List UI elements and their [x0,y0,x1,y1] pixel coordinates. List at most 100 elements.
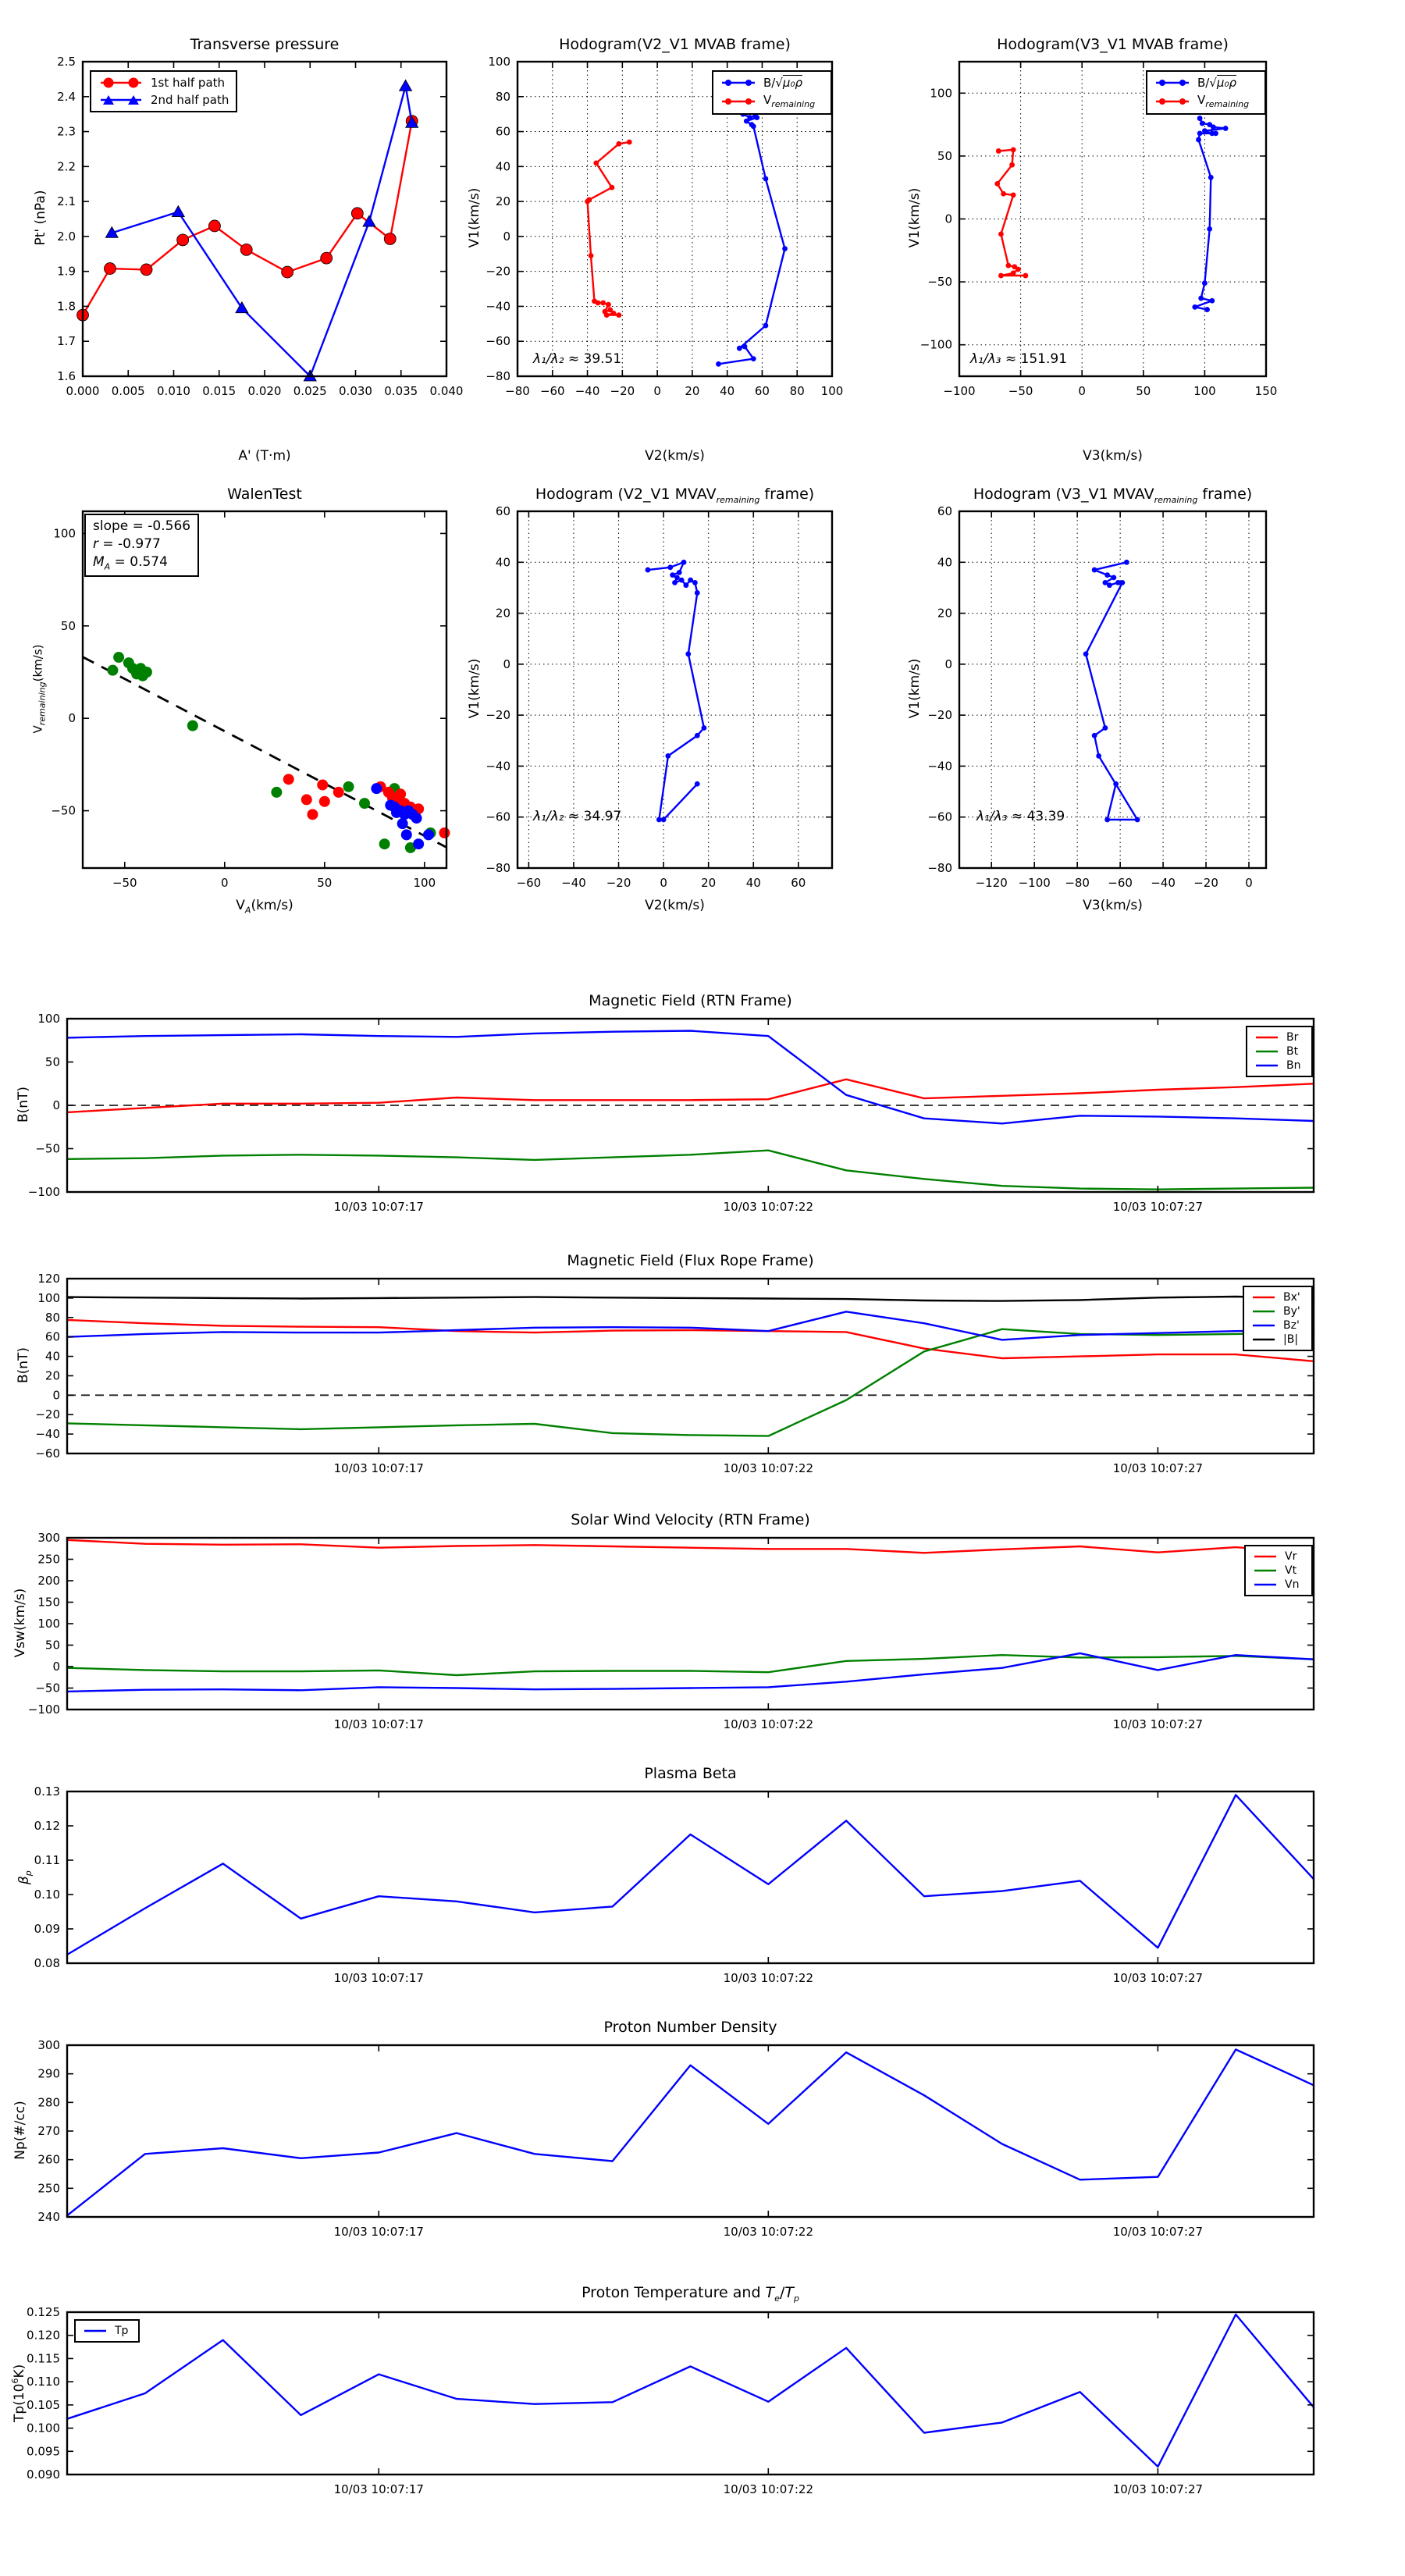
svg-text:−80: −80 [505,384,530,398]
series-vr [66,1539,1315,1554]
legend-tp: Tp [74,2319,140,2343]
legend-b-rtn: Br Bt Bn [1246,1026,1313,1077]
line-sample-icon [1254,1555,1276,1558]
xlabel-a-prime: A' (T·m) [238,448,291,464]
svg-text:0: 0 [1245,876,1253,890]
line-dot-marker-icon [722,80,755,86]
ylabel-b-rtn: B(nT) [16,1086,31,1123]
svg-text:−60: −60 [517,876,542,890]
svg-text:10/03 10:07:27: 10/03 10:07:27 [1113,1971,1203,1985]
svg-text:10/03 10:07:22: 10/03 10:07:22 [724,1200,813,1214]
svg-text:40: 40 [496,555,510,569]
svg-text:80: 80 [790,384,805,398]
xlabel-va: VA(km/s) [236,898,293,916]
title-walen-test: WalenTest [227,486,302,503]
legend-item-vr: Vr [1253,1550,1304,1563]
legend-item-vt: Vt [1253,1564,1304,1577]
series-v-remaining [994,147,1029,279]
tick-labels: −100 −50 0 50 100 150 −100 −50 0 50 100 [920,86,1278,398]
svg-text:2.1: 2.1 [57,194,76,208]
tick-labels: 10/03 10:07:17 10/03 10:07:22 10/03 10:07:… [28,1531,1203,1731]
svg-text:−40: −40 [575,384,600,398]
svg-text:−40: −40 [1151,876,1176,890]
svg-text:−20: −20 [606,876,631,890]
svg-text:2.5: 2.5 [57,55,76,69]
svg-text:10/03 10:07:17: 10/03 10:07:17 [334,1200,424,1214]
svg-text:300: 300 [37,2038,60,2052]
ylabel-np: Np(#/cc) [12,2101,28,2160]
svg-text:290: 290 [37,2067,60,2081]
ticks [67,1791,1314,1964]
svg-text:10/03 10:07:22: 10/03 10:07:22 [724,2225,813,2239]
tick-labels: 0.000 0.005 0.010 0.015 0.020 0.025 0.030 0.035… [57,55,463,398]
svg-text:50: 50 [1136,384,1151,398]
svg-text:−20: −20 [35,1407,60,1421]
series-bz- [66,1311,1315,1341]
svg-text:−50: −50 [1008,384,1033,398]
title-proton-temperature: Proton Temperature and Te/Tp [582,2284,799,2304]
svg-text:0: 0 [503,657,510,671]
svg-text:100: 100 [930,86,952,100]
svg-text:−60: −60 [1108,876,1133,890]
svg-text:300: 300 [37,1531,60,1545]
ticks [82,61,447,377]
svg-text:60: 60 [45,1330,60,1344]
series-green-points [107,652,436,853]
ylabel-b-fr: B(nT) [16,1347,31,1384]
svg-text:0.090: 0.090 [27,2467,60,2482]
tick-labels: −50 0 50 100 −50 0 50 100 [51,526,436,890]
line-sample-icon [1256,1036,1278,1039]
svg-text:−50: −50 [35,1142,60,1156]
series-tp [66,2313,1315,2468]
axes-border [66,1277,1315,1455]
line-sample-icon [1253,1296,1275,1299]
series-2nd-half-path [105,79,419,382]
svg-text:−80: −80 [927,861,952,875]
legend-item-by: By' [1251,1305,1304,1318]
legend-item-bz: Bz' [1251,1319,1304,1332]
title-magnetic-field-rtn: Magnetic Field (RTN Frame) [589,992,792,1009]
svg-text:20: 20 [685,384,699,398]
svg-text:0: 0 [944,657,952,671]
svg-text:−20: −20 [486,708,510,722]
svg-text:0.040: 0.040 [430,384,464,398]
svg-text:−80: −80 [486,861,510,875]
svg-text:−100: −100 [1019,876,1051,890]
svg-text:40: 40 [746,876,761,890]
panel-np: 10/03 10:07:17 10/03 10:07:22 10/03 10:07:… [37,2038,1315,2239]
svg-text:50: 50 [61,619,76,633]
svg-text:10/03 10:07:22: 10/03 10:07:22 [724,2482,813,2496]
svg-text:−50: −50 [35,1681,60,1695]
svg-text:−60: −60 [35,1446,60,1461]
svg-text:−60: −60 [486,334,510,348]
svg-text:0.09: 0.09 [34,1922,60,1936]
xlabel-v2-top: V2(km/s) [645,448,705,464]
svg-text:0: 0 [52,1388,60,1402]
line-dot-marker-icon [1156,98,1189,105]
ylabel-v1-h5: V1(km/s) [467,658,482,719]
panel-tp: 0.000 0.005 0.010 0.015 0.020 0.025 0.030 0.035… [57,55,463,398]
line-dot-marker-icon [722,98,755,105]
series-bx- [66,1318,1315,1363]
series-bn [66,1030,1315,1125]
svg-text:0.120: 0.120 [27,2329,60,2343]
title-magnetic-field-flux-rope: Magnetic Field (Flux Rope Frame) [567,1252,814,1269]
svg-text:0.10: 0.10 [34,1888,60,1902]
grid [959,511,1266,869]
svg-text:2.3: 2.3 [57,125,76,139]
svg-text:−20: −20 [610,384,635,398]
series-vn [66,1652,1315,1693]
svg-text:100: 100 [37,1617,60,1631]
svg-text:50: 50 [45,1638,60,1653]
panel-beta: 10/03 10:07:17 10/03 10:07:22 10/03 10:07:… [34,1784,1315,1985]
svg-text:−20: −20 [486,265,510,279]
panel-h5: −60 −40 −20 0 20 40 60 −80 −60 −40 −20 0 20 40 60 [486,504,834,890]
svg-text:40: 40 [496,159,510,173]
grid [518,511,832,869]
xlabel-v2-mid: V2(km/s) [645,898,705,913]
annotation-lambda-ratio-h3: λ₁/λ₃ ≈ 151.91 [970,351,1068,367]
legend-item-vn: Vn [1253,1578,1304,1591]
svg-text:0.08: 0.08 [34,1956,60,1970]
svg-text:−40: −40 [486,759,510,773]
